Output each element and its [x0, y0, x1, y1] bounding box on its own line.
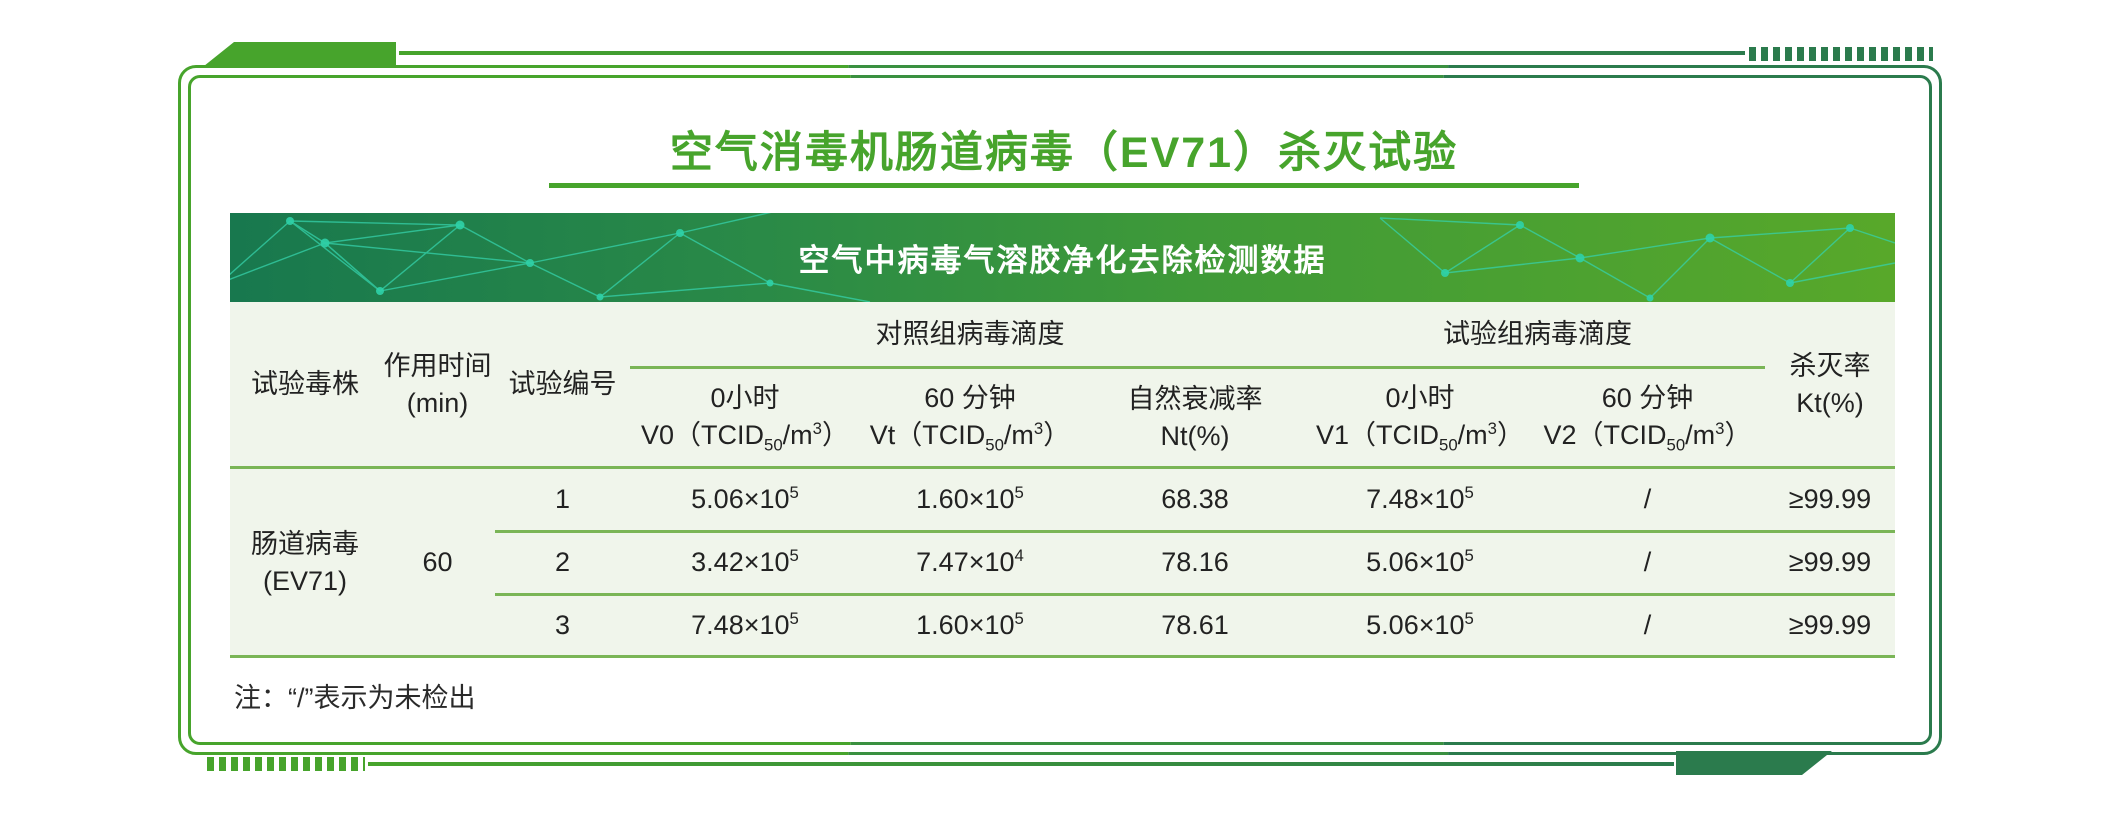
table-row-2-nt: 78.16 [1161, 546, 1229, 577]
sub-header-nt-line2: Nt(%) [1160, 421, 1230, 451]
table-row-1-vt: 1.60×105 [916, 482, 1024, 514]
table-row-3-vt: 1.60×105 [916, 609, 1024, 641]
sub-header-v1-line2: V1（TCID50/m3） [1316, 418, 1524, 455]
bottom-accent-line [368, 762, 1674, 766]
footnote: 注：“/”表示为未检出 [234, 683, 476, 713]
group-header-test-label: 试验组病毒滴度 [1443, 319, 1632, 350]
sub-header-v0: 0小时 V0（TCID50/m3） [630, 368, 860, 468]
top-left-accent-bar [204, 42, 396, 66]
sub-header-v2-line1: 60 分钟 [1601, 382, 1694, 413]
sub-header-v2: 60 分钟 V2（TCID50/m3） [1530, 368, 1765, 468]
banner-network-pattern [230, 213, 1895, 302]
cell-time: 60 [380, 468, 495, 658]
col-header-strain-label: 试验毒株 [251, 369, 359, 400]
col-header-kill-rate: 杀灭率 Kt(%) [1765, 302, 1895, 468]
table-row-2-kt: ≥99.99 [1788, 546, 1872, 577]
table-row-1-v2: / [1643, 483, 1652, 514]
col-header-kill-line2: Kt(%) [1796, 388, 1864, 418]
col-header-time-line1: 作用时间 [383, 350, 492, 381]
bottom-left-hatch-decoration [207, 757, 365, 771]
table-row-1-no: 1 [554, 483, 571, 514]
table-row-2-v2: / [1643, 546, 1652, 577]
section-banner: 空气中病毒气溶胶净化去除检测数据 [230, 213, 1895, 302]
row-divider-1 [495, 530, 1895, 533]
table-row-2-vt: 7.47×104 [916, 545, 1024, 577]
sub-header-vt-line2: Vt（TCID50/m3） [869, 418, 1071, 455]
table-row-3-nt: 78.61 [1161, 610, 1229, 641]
group-header-underline [630, 366, 1765, 369]
table-bottom-border [230, 655, 1895, 658]
page-title: 空气消毒机肠道病毒（EV71）杀灭试验 [669, 129, 1459, 177]
sub-header-vt-line1: 60 分钟 [924, 382, 1016, 413]
sub-header-v1-line1: 0小时 [1385, 382, 1455, 413]
col-header-time: 作用时间 (min) [380, 302, 495, 468]
col-header-test-no-label: 试验编号 [508, 369, 617, 400]
group-header-control: 对照组病毒滴度 [630, 302, 1310, 368]
table-row-3-kt: ≥99.99 [1788, 610, 1872, 641]
table-row-1-v0: 5.06×105 [691, 482, 799, 514]
table-row-2-v1: 5.06×105 [1366, 545, 1474, 577]
table-row-3-v0: 7.48×105 [691, 609, 799, 641]
data-table: 试验毒株 作用时间 (min) 试验编号 对照组病毒滴度 试验组病毒滴度 杀灭率… [230, 302, 1895, 658]
sub-header-vt: 60 分钟 Vt（TCID50/m3） [860, 368, 1080, 468]
table-row-3-no: 3 [554, 610, 571, 641]
banner-title: 空气中病毒气溶胶净化去除检测数据 [798, 243, 1327, 278]
top-right-hatch-decoration [1749, 47, 1933, 61]
top-accent-line [399, 51, 1745, 55]
title-underline [549, 183, 1579, 188]
table-row-1-nt: 68.38 [1161, 483, 1229, 514]
col-header-time-line2: (min) [406, 388, 469, 418]
row-divider-2 [495, 593, 1895, 596]
cell-strain-line1: 肠道病毒 [251, 528, 359, 559]
table-row-3-v2: / [1643, 610, 1652, 641]
table-row-2-no: 2 [554, 546, 571, 577]
group-header-control-label: 对照组病毒滴度 [875, 319, 1065, 350]
cell-strain: 肠道病毒 (EV71) [230, 468, 380, 658]
table-row-3-v1: 5.06×105 [1366, 609, 1474, 641]
col-header-kill-line1: 杀灭率 [1789, 350, 1871, 381]
col-header-test-no: 试验编号 [495, 302, 630, 468]
sub-header-nt-line1: 自然衰减率 [1127, 383, 1263, 414]
cell-time-value: 60 [422, 547, 453, 578]
group-header-test: 试验组病毒滴度 [1310, 302, 1765, 368]
table-row-2-v0: 3.42×105 [691, 545, 799, 577]
cell-strain-line2: (EV71) [262, 566, 348, 596]
header-body-divider [230, 466, 1895, 469]
sub-header-nt: 自然衰减率 Nt(%) [1080, 368, 1310, 468]
col-header-strain: 试验毒株 [230, 302, 380, 468]
sub-header-v1: 0小时 V1（TCID50/m3） [1310, 368, 1530, 468]
bottom-right-accent-bar [1676, 751, 1832, 775]
sub-header-v0-line2: V0（TCID50/m3） [641, 418, 849, 455]
sub-header-v2-line2: V2（TCID50/m3） [1543, 418, 1752, 455]
table-row-1-kt: ≥99.99 [1788, 483, 1872, 514]
sub-header-v0-line1: 0小时 [710, 382, 780, 413]
table-row-1-v1: 7.48×105 [1366, 482, 1474, 514]
